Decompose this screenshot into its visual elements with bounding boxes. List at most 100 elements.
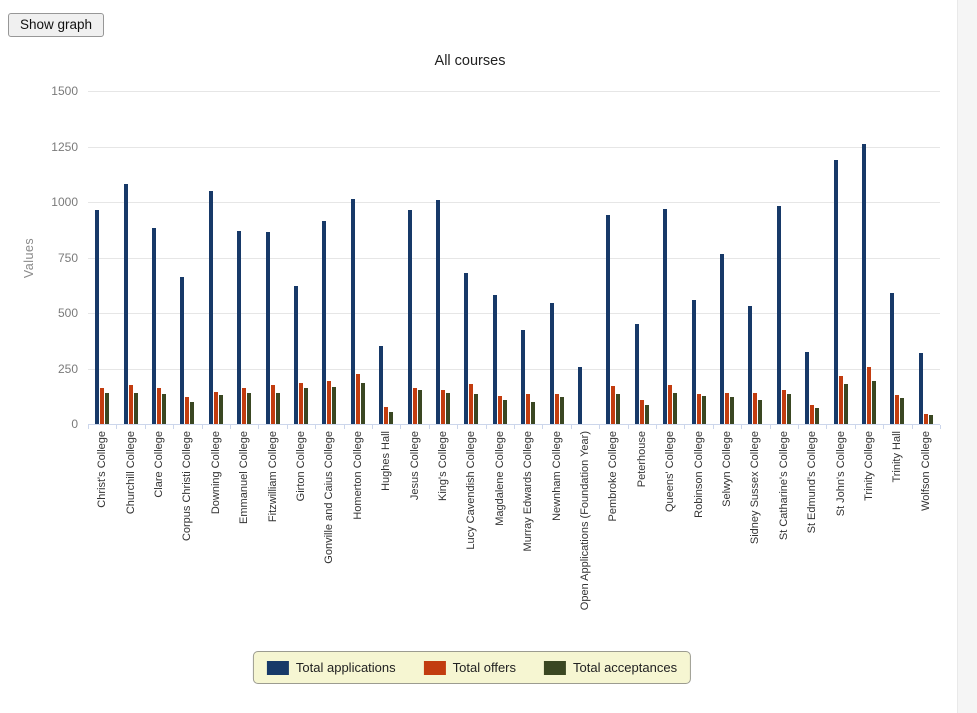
bar-total-applications	[379, 346, 383, 424]
bar-total-applications	[606, 215, 610, 424]
bar-total-offers	[668, 385, 672, 424]
bar-total-acceptances	[787, 394, 791, 424]
bar-total-offers	[384, 407, 388, 424]
bar-total-applications	[748, 306, 752, 424]
bar-total-applications	[209, 191, 213, 424]
axis-tick	[202, 425, 203, 429]
x-tick-label: Magdalene College	[494, 431, 506, 526]
bar-total-acceptances	[900, 398, 904, 424]
bar-total-offers	[867, 367, 871, 424]
x-tick-label: Girton College	[295, 431, 307, 502]
axis-tick	[940, 425, 941, 429]
bar-total-offers	[441, 390, 445, 424]
bar-total-acceptances	[276, 393, 280, 424]
bar-total-applications	[408, 210, 412, 424]
bar-total-applications	[663, 209, 667, 424]
bar-total-acceptances	[190, 402, 194, 424]
axis-tick	[230, 425, 231, 429]
bar-total-offers	[924, 414, 928, 424]
bar-total-acceptances	[503, 400, 507, 424]
x-tick-label: St John's College	[835, 431, 847, 517]
legend-swatch	[544, 660, 567, 675]
bar-total-offers	[242, 388, 246, 424]
axis-tick	[315, 425, 316, 429]
bar-total-acceptances	[361, 383, 365, 424]
x-tick-label: Clare College	[153, 431, 165, 498]
x-tick-label: Newnham College	[551, 431, 563, 521]
bar-total-applications	[95, 210, 99, 424]
bar-total-acceptances	[219, 395, 223, 424]
bar-total-applications	[919, 353, 923, 424]
bar-total-acceptances	[247, 393, 251, 424]
bar-total-applications	[124, 184, 128, 424]
x-tick-label: King's College	[437, 431, 449, 501]
axis-tick	[628, 425, 629, 429]
x-tick-label: Trinity Hall	[891, 431, 903, 483]
bar-total-applications	[237, 231, 241, 424]
axis-tick	[457, 425, 458, 429]
axis-tick	[826, 425, 827, 429]
x-tick-label: Jesus College	[409, 431, 421, 501]
bar-total-applications	[322, 221, 326, 424]
bar-total-acceptances	[474, 394, 478, 424]
legend-item-total-acceptances[interactable]: Total acceptances	[544, 660, 677, 675]
chart-title: All courses	[434, 53, 506, 69]
x-tick-label: Open Applications (Foundation Year)	[579, 431, 591, 611]
bar-total-offers	[271, 385, 275, 424]
bar-total-acceptances	[702, 396, 706, 424]
legend-item-total-offers[interactable]: Total offers	[423, 660, 516, 675]
bar-total-acceptances	[531, 402, 535, 424]
legend-swatch	[423, 660, 446, 675]
x-tick-label: Queens' College	[664, 431, 676, 512]
bar-total-applications	[464, 273, 468, 424]
bar-total-acceptances	[929, 415, 933, 424]
show-graph-button[interactable]: Show graph	[8, 13, 105, 37]
bar-total-applications	[578, 367, 582, 424]
bar-total-acceptances	[418, 390, 422, 424]
axis-tick	[599, 425, 600, 429]
x-tick-label: Lucy Cavendish College	[465, 431, 477, 550]
bar-total-acceptances	[673, 393, 677, 424]
x-tick-label: Peterhouse	[636, 431, 648, 488]
y-tick-label: 500	[57, 306, 78, 320]
y-tick-label: 0	[71, 417, 78, 431]
bar-total-acceptances	[332, 387, 336, 424]
legend-item-total-applications[interactable]: Total applications	[266, 660, 396, 675]
x-tick-label: Homerton College	[352, 431, 364, 520]
axis-tick	[258, 425, 259, 429]
x-tick-label: Churchill College	[125, 431, 137, 515]
x-tick-label: Downing College	[210, 431, 222, 515]
axis-tick	[372, 425, 373, 429]
bar-total-acceptances	[162, 394, 166, 424]
x-tick-label: Gonville and Caius College	[323, 431, 335, 564]
x-tick-label: Christ's College	[96, 431, 108, 508]
axis-tick	[770, 425, 771, 429]
axis-tick	[684, 425, 685, 429]
bar-total-acceptances	[815, 408, 819, 424]
chart-container: All courses Values 0 250 500 750 1000 1250 150…	[22, 53, 941, 684]
bar-total-acceptances	[105, 393, 109, 424]
x-tick-label: Wolfson College	[920, 431, 932, 511]
x-tick-label: Robinson College	[693, 431, 705, 518]
x-tick-label: Trinity College	[863, 431, 875, 501]
legend-label: Total acceptances	[573, 660, 678, 675]
x-tick-label: Fitzwilliam College	[267, 431, 279, 523]
y-tick-label: 1000	[51, 195, 78, 209]
x-axis-line-overlay	[88, 424, 940, 425]
bar-total-offers	[895, 395, 899, 424]
x-tick-label: Sidney Sussex College	[749, 431, 761, 545]
bar-total-offers	[214, 392, 218, 424]
y-tick-label: 1250	[51, 140, 78, 154]
bar-total-acceptances	[304, 388, 308, 424]
bar-total-offers	[185, 397, 189, 424]
page-right-margin	[957, 0, 977, 713]
bar-total-offers	[356, 374, 360, 424]
y-tick-label: 250	[57, 362, 78, 376]
bar-total-applications	[834, 160, 838, 424]
axis-tick	[912, 425, 913, 429]
bar-total-applications	[720, 254, 724, 424]
axis-tick	[145, 425, 146, 429]
gridline	[88, 91, 940, 92]
bar-total-applications	[862, 144, 866, 424]
gridline	[88, 313, 940, 314]
